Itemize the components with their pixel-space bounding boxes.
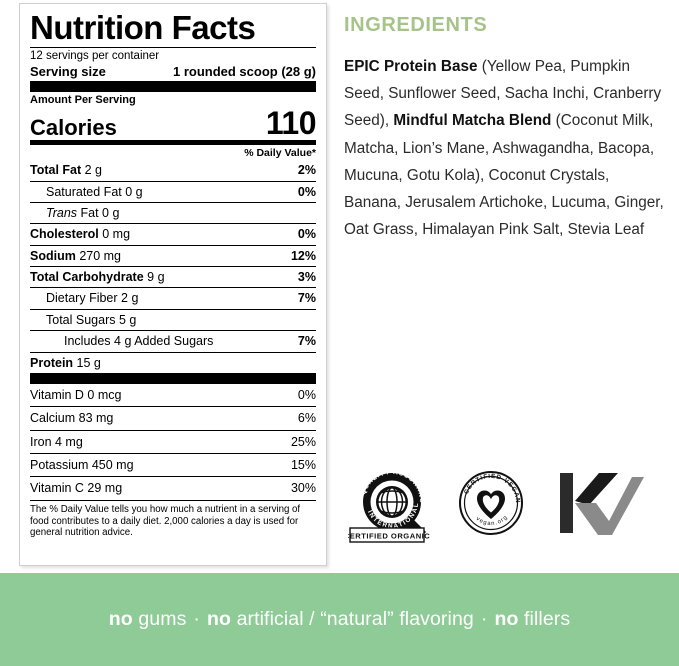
- claim-1-rest: gums: [132, 608, 187, 630]
- calories-row: Calories 110: [30, 105, 317, 142]
- ingredient-group-mindful-matcha-items: (Coconut Milk, Matcha, Lion’s Mane, Ashw…: [344, 112, 664, 239]
- nutrient-name: Total Fat 2 g: [30, 163, 103, 178]
- vitamin-name: Iron 4 mg: [30, 434, 83, 449]
- nutrient-name: Total Carbohydrate 9 g: [30, 270, 165, 285]
- vitamin-daily-value: 25%: [290, 434, 316, 449]
- vitamin-rows: Vitamin D 0 mcg 0% Calcium 83 mg 6% Iron 4 m…: [30, 384, 316, 500]
- ingredients-text: EPIC Protein Base (Yellow Pea, Pumpkin S…: [344, 53, 664, 244]
- nutrient-name: Sodium 270 mg: [30, 248, 122, 263]
- nutrient-name: Includes 4 g Added Sugars: [64, 334, 214, 349]
- nutrient-name: Dietary Fiber 2 g: [46, 291, 139, 306]
- claims-separator-2: ·: [480, 608, 488, 630]
- nutrient-daily-value: 7%: [297, 334, 316, 349]
- vitamin-name: Calcium 83 mg: [30, 411, 114, 426]
- vitamin-name: Potassium 450 mg: [30, 458, 134, 473]
- certification-badges: QUALITY ASSURANCE INTERNATIONAL CERTIFIE…: [348, 458, 668, 548]
- ingredients-heading: INGREDIENTS: [344, 14, 488, 36]
- qai-caption-text: CERTIFIED ORGANIC: [348, 531, 430, 540]
- ingredient-group-epic-protein-base: EPIC Protein Base: [344, 58, 478, 75]
- daily-value-header: % Daily Value*: [244, 147, 316, 160]
- claim-2-rest: artificial / “natural” flavoring: [231, 608, 474, 630]
- nutrient-row: Cholesterol 0 mg 0%: [30, 223, 316, 244]
- ingredients-section: INGREDIENTS EPIC Protein Base (Yellow Pe…: [344, 14, 664, 244]
- serving-size-row: Serving size 1 rounded scoop (28 g): [30, 63, 316, 81]
- nutrient-row: Includes 4 g Added Sugars 7%: [30, 330, 316, 351]
- vitamin-row: Vitamin D 0 mcg 0%: [30, 384, 316, 406]
- claims-separator-1: ·: [193, 608, 201, 630]
- claim-3-rest: fillers: [518, 608, 571, 630]
- vitamin-row: Iron 4 mg 25%: [30, 429, 316, 453]
- amount-per-serving-label: Amount Per Serving: [30, 94, 136, 107]
- nutrient-row: Trans Fat 0 g: [30, 201, 316, 223]
- nutrient-daily-value: 7%: [297, 291, 316, 306]
- vitamin-daily-value: 30%: [290, 481, 316, 496]
- serving-size-label: Serving size: [30, 64, 106, 80]
- nutrient-name: Total Sugars 5 g: [46, 312, 137, 327]
- nutrient-row: Total Carbohydrate 9 g 3%: [30, 266, 316, 287]
- servings-per-container: 12 servings per container: [30, 49, 160, 62]
- vitamin-name: Vitamin C 29 mg: [30, 481, 123, 496]
- nutrient-daily-value: 2%: [297, 163, 316, 178]
- nutrition-facts-panel: Nutrition Facts 12 servings per containe…: [19, 3, 327, 566]
- nutrient-row: Total Fat 2 g 2%: [30, 160, 316, 180]
- nutrient-name: Trans Fat 0 g: [46, 205, 120, 220]
- nutrient-name: Protein 15 g: [30, 355, 101, 370]
- ingredient-group-epic-protein-items: (Yellow Pea, Pumpkin Seed, Sunflower See…: [344, 58, 662, 130]
- divider-medium: [30, 140, 316, 146]
- nutrient-daily-value: 12%: [290, 248, 316, 263]
- nutrient-row: Sodium 270 mg 12%: [30, 244, 316, 266]
- vitamin-name: Vitamin D 0 mcg: [30, 387, 122, 402]
- vitamin-daily-value: 0%: [297, 387, 316, 402]
- nutrient-daily-value: 3%: [297, 270, 316, 285]
- kosher-kv-badge: [560, 473, 644, 535]
- nutrient-daily-value: 0%: [297, 227, 316, 242]
- nutrient-name: Cholesterol 0 mg: [30, 227, 131, 242]
- claims-banner-text: no gums · no artificial / “natural” flavor…: [109, 608, 570, 631]
- serving-size-value: 1 rounded scoop (28 g): [172, 64, 316, 80]
- divider-thick-top: [30, 81, 316, 93]
- vitamin-row: Potassium 450 mg 15%: [30, 453, 316, 476]
- certified-vegan-badge: CERTIFIED VEGAN vegan.org: [459, 471, 523, 535]
- nutrient-row: Dietary Fiber 2 g 7%: [30, 287, 316, 308]
- top-content-area: Nutrition Facts 12 servings per containe…: [19, 3, 668, 566]
- qai-certified-organic-badge: QUALITY ASSURANCE INTERNATIONAL CERTIFIE…: [348, 462, 430, 543]
- vitamin-row: Vitamin C 29 mg 30%: [30, 476, 316, 499]
- ingredient-group-mindful-matcha-blend: Mindful Matcha Blend: [393, 112, 552, 130]
- claim-3-bold: no: [494, 608, 519, 630]
- claim-2-bold: no: [207, 608, 232, 630]
- nutrition-facts-title: Nutrition Facts: [30, 9, 256, 46]
- calories-value: 110: [265, 105, 317, 142]
- claim-1-bold: no: [108, 608, 133, 630]
- vitamin-row: Calcium 83 mg 6%: [30, 406, 316, 429]
- nutrient-rows: Total Fat 2 g 2% Saturated Fat 0 g 0% Trans …: [30, 160, 316, 373]
- daily-value-footnote: The % Daily Value tells you how much a n…: [30, 499, 316, 539]
- calories-label: Calories: [30, 115, 117, 141]
- vitamin-daily-value: 6%: [297, 411, 316, 426]
- nutrient-daily-value: 0%: [297, 184, 316, 199]
- nutrient-name: Saturated Fat 0 g: [46, 184, 143, 199]
- claims-banner: no gums · no artificial / “natural” flavor…: [0, 573, 679, 666]
- nutrient-row: Protein 15 g: [30, 351, 316, 373]
- nutrient-row: Total Sugars 5 g: [30, 308, 316, 330]
- divider-thick-vitamins: [30, 372, 316, 384]
- nutrient-row: Saturated Fat 0 g 0%: [30, 180, 316, 202]
- vitamin-daily-value: 15%: [290, 458, 316, 473]
